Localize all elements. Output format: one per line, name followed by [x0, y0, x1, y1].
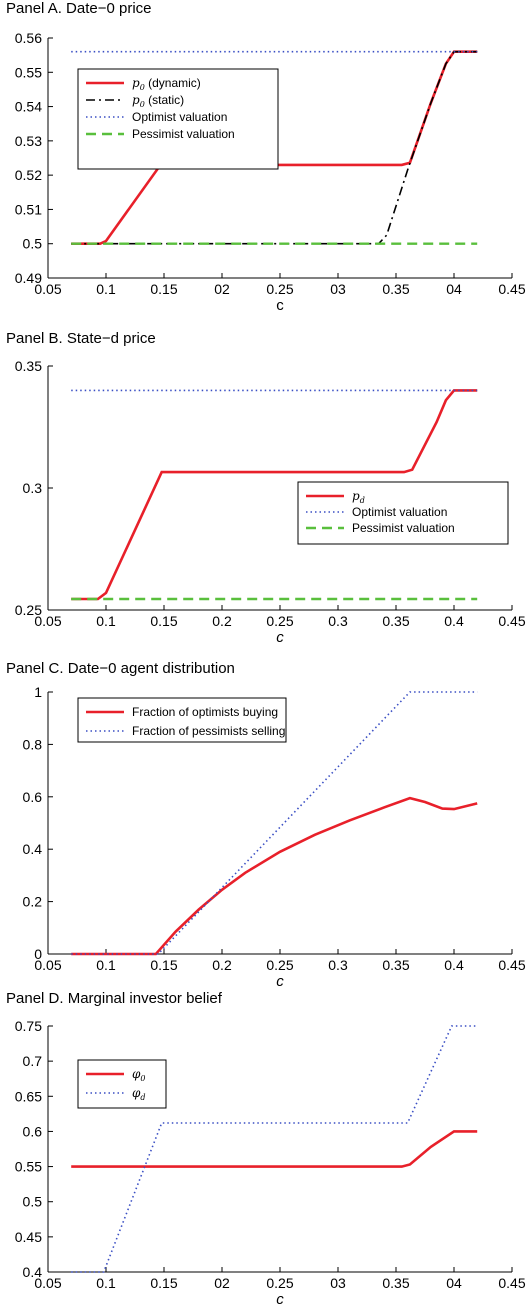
x-tick-label: 02: [214, 281, 230, 297]
y-tick-label: 0.65: [15, 1088, 42, 1104]
x-tick-label: 0.45: [498, 281, 525, 297]
x-tick-label: 0.15: [150, 957, 177, 973]
series-line: [71, 50, 478, 245]
y-tick-label: 0.8: [23, 736, 43, 752]
x-tick-label: 0.2: [212, 957, 232, 973]
x-tick-label: 02: [214, 1275, 230, 1291]
y-tick-label: 0.54: [15, 99, 42, 115]
panel-title: Panel A. Date−0 price: [6, 0, 152, 17]
panel-title: Panel C. Date−0 agent distribution: [6, 660, 235, 677]
x-tick-label: 0.25: [266, 281, 293, 297]
series-line: [71, 1025, 478, 1273]
legend-label: Optimist valuation: [352, 505, 447, 519]
y-tick-label: 0.35: [15, 358, 42, 374]
x-tick-label: 0.25: [266, 957, 293, 973]
y-tick-label: 0.4: [23, 841, 43, 857]
x-tick-label: 0.05: [34, 281, 61, 297]
x-tick-label: 0.05: [34, 613, 61, 629]
y-tick-label: 0.53: [15, 133, 42, 149]
legend-box: [77, 697, 287, 743]
x-tick-label: 04: [446, 281, 462, 297]
y-tick-label: 1: [34, 684, 42, 700]
x-tick-label: 04: [446, 1275, 462, 1291]
x-tick-label: 0.1: [96, 1275, 116, 1291]
series-line: [71, 796, 478, 956]
x-axis-label: c: [276, 973, 284, 989]
chart-panel-a: 0.05 0.1 0.15 02 0.25 03 0.35 04 0.45 0.49 0.5 0.51…: [15, 30, 526, 314]
x-tick-label: 0.1: [96, 281, 116, 297]
x-axis-label: c: [276, 1291, 284, 1308]
y-tick-label: 0.55: [15, 64, 42, 80]
x-tick-label: 0.45: [498, 613, 525, 629]
legend-label: Fraction of pessimists selling: [132, 724, 285, 738]
x-tick-label: 0.45: [498, 957, 525, 973]
x-tick-label: 0.1: [96, 613, 116, 629]
y-tick-label: 0.45: [15, 1229, 42, 1245]
x-tick-label: 0.3: [328, 613, 348, 629]
panel-title: Panel B. State−d price: [6, 330, 156, 347]
y-tick-label: 0.3: [23, 480, 43, 496]
y-tick-label: 0.5: [23, 236, 43, 252]
y-tick-label: 0.55: [15, 1159, 42, 1175]
legend-label: p0 (static): [132, 93, 184, 109]
panel-b: Panel B. State−d price 0.05 0.1 0.15 0.2 0.2…: [0, 330, 530, 660]
x-tick-label: 03: [330, 1275, 346, 1291]
y-tick-label: 0.52: [15, 167, 42, 183]
y-tick-label: 0: [34, 946, 42, 962]
x-tick-label: 0.35: [382, 281, 409, 297]
chart-panel-b: 0.05 0.1 0.15 0.2 0.25 0.3 0.35 0.4 0.45 0.25 0.3 0…: [15, 358, 526, 646]
chart-panel-c: 0.05 0.1 0.15 0.2 0.25 0.3 0.35 0.4 0.45 0 0.2 0.4 0…: [23, 684, 526, 989]
x-tick-label: 0.15: [150, 1275, 177, 1291]
x-tick-label: 0.25: [266, 1275, 293, 1291]
y-tick-label: 0.4: [23, 1264, 43, 1280]
chart-panel-d: 0.05 0.1 0.15 02 0.25 03 0.35 04 0.45 0.4 0.45 0.5 0…: [15, 1018, 526, 1308]
series-line: [71, 1130, 478, 1168]
y-tick-label: 0.6: [23, 1123, 43, 1139]
y-tick-label: 0.6: [23, 789, 43, 805]
legend-label: Pessimist valuation: [132, 127, 235, 141]
x-tick-label: 0.4: [444, 613, 464, 629]
x-tick-label: 0.35: [382, 957, 409, 973]
x-tick-label: 0.35: [382, 613, 409, 629]
legend-label: Optimist valuation: [132, 110, 227, 124]
legend-label: Pessimist valuation: [352, 521, 455, 535]
x-tick-label: 0.15: [150, 613, 177, 629]
legend-label: p0 (dynamic): [132, 76, 201, 92]
x-tick-label: 0.05: [34, 1275, 61, 1291]
y-tick-label: 0.25: [15, 602, 42, 618]
x-tick-label: 0.25: [266, 613, 293, 629]
x-tick-label: 0.3: [328, 957, 348, 973]
legend-label: Fraction of optimists buying: [132, 705, 278, 719]
y-tick-label: 0.49: [15, 270, 42, 286]
panel-a: Panel A. Date−0 price 0.05 0.1 0.15 02 0.25 0…: [0, 0, 530, 330]
panel-title: Panel D. Marginal investor belief: [6, 990, 222, 1007]
legend: p0 (dynamic)p0 (static)Optimist valuatio…: [77, 68, 279, 170]
x-axis-label: c: [276, 629, 284, 646]
legend-box: [77, 1059, 167, 1109]
series-line: [71, 389, 478, 601]
panel-d: Panel D. Marginal investor belief 0.05 0.…: [0, 990, 530, 1316]
y-tick-label: 0.51: [15, 201, 42, 217]
y-tick-label: 0.2: [23, 894, 43, 910]
panel-c: Panel C. Date−0 agent distribution 0.05 0…: [0, 660, 530, 990]
x-tick-label: 0.35: [382, 1275, 409, 1291]
x-tick-label: 0.4: [444, 957, 464, 973]
x-tick-label: 03: [330, 281, 346, 297]
y-tick-label: 0.5: [23, 1194, 43, 1210]
legend-box: [77, 68, 279, 170]
y-tick-label: 0.56: [15, 30, 42, 46]
x-axis-label: c: [276, 297, 284, 314]
legend-box: [297, 481, 509, 545]
y-tick-label: 0.7: [23, 1053, 43, 1069]
x-tick-label: 0.2: [212, 613, 232, 629]
y-tick-label: 0.75: [15, 1018, 42, 1034]
x-tick-label: 0.05: [34, 957, 61, 973]
x-tick-label: 0.15: [150, 281, 177, 297]
legend: Fraction of optimists buying Fraction of …: [77, 697, 287, 743]
x-tick-label: 0.45: [498, 1275, 525, 1291]
x-tick-label: 0.1: [96, 957, 116, 973]
